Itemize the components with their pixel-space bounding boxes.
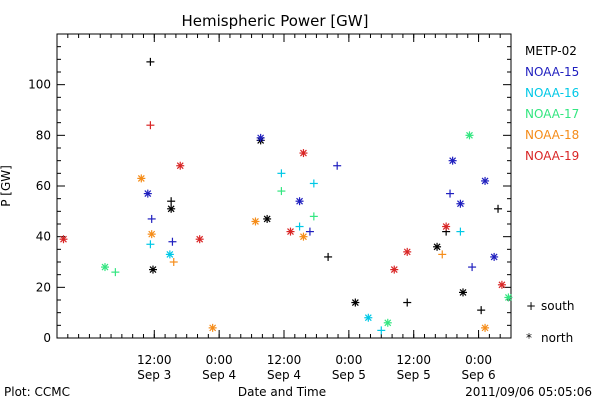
data-point: [403, 298, 412, 307]
data-point: [169, 258, 178, 266]
data-point: [309, 212, 318, 221]
data-point: [256, 133, 265, 142]
data-point: [167, 204, 176, 213]
data-point: [208, 323, 217, 332]
y-tick-label: 40: [36, 230, 51, 244]
x-tick-date-label: Sep 4: [202, 368, 236, 382]
legend-entry: NOAA-18: [525, 128, 579, 142]
data-point: [504, 293, 513, 302]
data-point: [446, 189, 455, 198]
data-point: [295, 222, 304, 231]
x-tick-time-label: 0:00: [465, 353, 492, 367]
x-tick-date-label: Sep 5: [397, 368, 431, 382]
data-point: [277, 169, 286, 178]
data-point: [494, 204, 503, 213]
data-point: [263, 214, 272, 223]
data-point: [143, 189, 152, 198]
data-point: [383, 318, 392, 327]
x-tick-time-label: 12:00: [137, 353, 172, 367]
y-tick-label: 0: [43, 331, 51, 345]
data-point: [195, 235, 204, 244]
data-points: [59, 57, 513, 335]
data-point: [111, 268, 120, 277]
data-point: [456, 227, 465, 236]
legend-entry: NOAA-19: [525, 149, 579, 163]
data-point: [468, 263, 477, 272]
y-tick-label: 100: [28, 78, 51, 92]
y-tick-label: 80: [36, 128, 51, 142]
data-point: [377, 326, 386, 335]
data-point: [299, 149, 308, 158]
x-tick-time-label: 0:00: [206, 353, 233, 367]
data-point: [167, 197, 176, 206]
x-tick-time-label: 0:00: [335, 353, 362, 367]
data-point: [459, 288, 468, 297]
data-point: [438, 250, 447, 259]
north-marker-glyph: *: [526, 331, 532, 345]
south-marker-label: south: [541, 299, 575, 313]
data-point: [403, 247, 412, 256]
data-point: [477, 306, 486, 315]
data-point: [390, 265, 399, 274]
data-point: [465, 131, 474, 140]
data-point: [146, 240, 155, 249]
y-axis-label: P [GW]: [0, 165, 13, 207]
data-point: [497, 280, 506, 289]
data-point: [147, 230, 156, 239]
north-marker-label: north: [541, 331, 573, 345]
x-tick-date-label: Sep 3: [137, 368, 171, 382]
legend: METP-02 NOAA-15 NOAA-16 NOAA-17 NOAA-18 NOAA-…: [525, 44, 579, 163]
data-point: [309, 179, 318, 188]
data-point: [165, 250, 174, 259]
data-point: [59, 235, 68, 244]
data-point: [333, 161, 342, 170]
data-point: [481, 323, 490, 332]
data-point: [286, 227, 295, 236]
data-point: [442, 222, 451, 231]
south-marker-glyph: +: [526, 299, 536, 313]
data-point: [490, 252, 499, 261]
legend-entry: NOAA-15: [525, 65, 579, 79]
y-tick-label: 60: [36, 179, 51, 193]
legend-entry: NOAA-17: [525, 107, 579, 121]
data-point: [364, 313, 373, 322]
data-point: [351, 298, 360, 307]
x-tick-date-label: Sep 5: [332, 368, 366, 382]
data-point: [324, 252, 333, 261]
data-point: [146, 57, 155, 66]
y-tick-label: 20: [36, 280, 51, 294]
data-point: [277, 187, 286, 196]
x-tick-date-label: Sep 6: [462, 368, 496, 382]
axis-ticks: [57, 34, 511, 339]
data-point: [295, 197, 304, 206]
x-axis-label: Date and Time: [238, 385, 326, 399]
plot-credit: Plot: CCMC: [4, 385, 70, 399]
plot-timestamp: 2011/09/06 05:05:06: [465, 385, 592, 399]
data-point: [305, 227, 314, 236]
data-point: [448, 156, 457, 165]
data-point: [251, 217, 260, 226]
chart-title: Hemispheric Power [GW]: [182, 12, 369, 30]
legend-entry: NOAA-16: [525, 86, 579, 100]
legend-entry: METP-02: [525, 44, 577, 58]
plot-frame: [56, 33, 512, 339]
data-point: [148, 265, 157, 274]
x-tick-time-label: 12:00: [396, 353, 431, 367]
x-tick-time-label: 12:00: [267, 353, 302, 367]
data-point: [456, 199, 465, 208]
data-point: [299, 232, 308, 241]
data-point: [176, 161, 185, 170]
data-point: [146, 121, 155, 130]
data-point: [433, 242, 442, 251]
data-point: [137, 174, 146, 183]
marker-key: + south * north: [526, 299, 575, 345]
data-point: [100, 263, 109, 272]
data-point: [481, 176, 490, 185]
data-point: [147, 214, 156, 223]
data-point: [168, 237, 177, 246]
x-tick-date-label: Sep 4: [267, 368, 301, 382]
